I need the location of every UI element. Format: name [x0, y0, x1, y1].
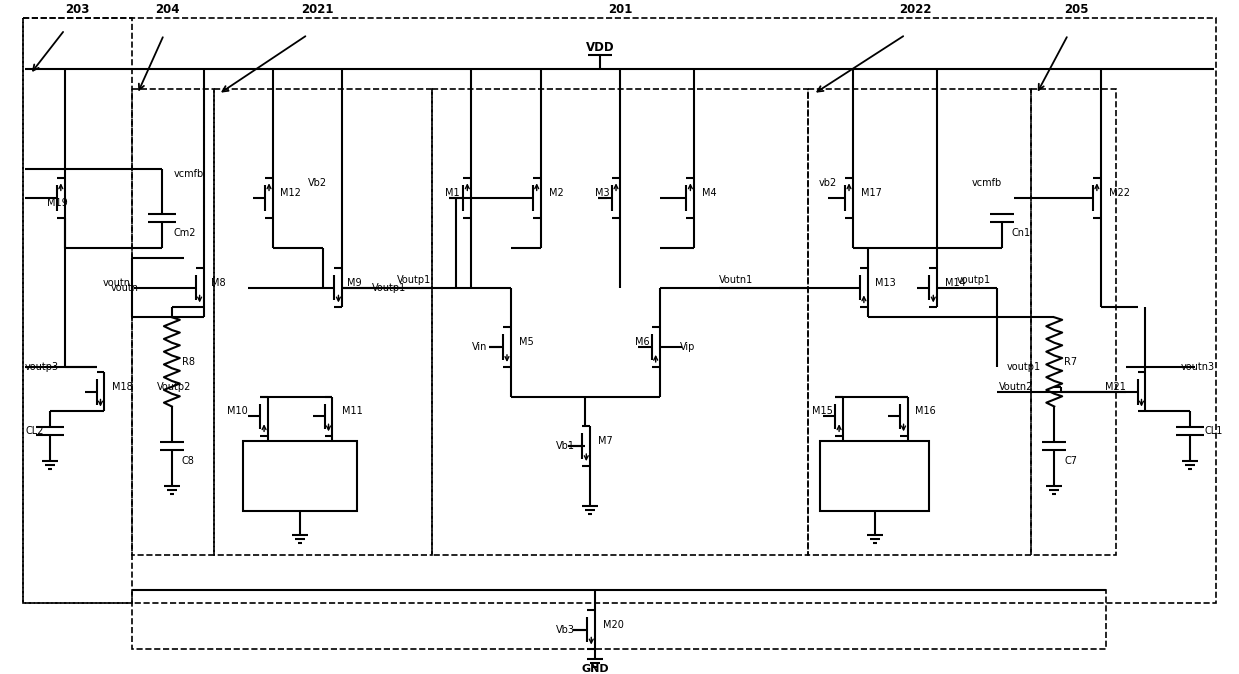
- Bar: [431, 89, 808, 555]
- Text: M20: M20: [603, 619, 624, 630]
- Text: Voutp1: Voutp1: [398, 274, 431, 284]
- Text: 201: 201: [608, 3, 632, 16]
- Text: CL1: CL1: [1206, 426, 1223, 436]
- Text: M6: M6: [636, 337, 649, 347]
- Text: M15: M15: [813, 406, 833, 417]
- Text: C8: C8: [182, 456, 195, 466]
- Bar: [820, 441, 929, 511]
- Text: M11: M11: [342, 406, 363, 417]
- Text: M8: M8: [211, 278, 225, 288]
- Text: voutn: voutn: [110, 282, 139, 293]
- Text: M17: M17: [861, 188, 882, 198]
- Bar: [24, 18, 133, 603]
- Text: vb2: vb2: [819, 179, 838, 189]
- Text: M3: M3: [596, 188, 610, 198]
- Text: 2021: 2021: [301, 3, 333, 16]
- Text: M13: M13: [875, 278, 896, 288]
- Text: voutn: voutn: [103, 278, 130, 288]
- Text: M12: M12: [280, 188, 301, 198]
- Text: Voutn2: Voutn2: [1000, 381, 1033, 392]
- Bar: [213, 89, 431, 555]
- Text: R8: R8: [182, 357, 195, 367]
- Text: Voutp1: Voutp1: [372, 282, 406, 293]
- Text: M9: M9: [347, 278, 362, 288]
- Text: R7: R7: [1064, 357, 1077, 367]
- Text: Vb1: Vb1: [556, 441, 575, 451]
- Text: M7: M7: [598, 436, 613, 446]
- Bar: [1031, 89, 1115, 555]
- Text: 204: 204: [155, 3, 180, 16]
- Text: M5: M5: [519, 337, 534, 347]
- Text: M18: M18: [113, 381, 133, 392]
- Text: Voutn1: Voutn1: [719, 274, 753, 284]
- Text: Vb3: Vb3: [556, 625, 575, 634]
- Text: M1: M1: [445, 188, 460, 198]
- Bar: [808, 89, 1031, 555]
- Text: GND: GND: [581, 664, 610, 674]
- Text: 205: 205: [1064, 3, 1088, 16]
- Text: Voutp2: Voutp2: [156, 381, 191, 392]
- Text: voutp3: voutp3: [25, 362, 59, 372]
- Text: voutn3: voutn3: [1181, 362, 1215, 372]
- Text: M10: M10: [228, 406, 248, 417]
- Text: M4: M4: [703, 188, 717, 198]
- Bar: [243, 441, 357, 511]
- Bar: [133, 590, 1105, 649]
- Text: 2022: 2022: [900, 3, 932, 16]
- Text: M22: M22: [1109, 188, 1130, 198]
- Text: Vb2: Vb2: [307, 179, 327, 189]
- Text: voutp1: voutp1: [957, 274, 991, 284]
- Bar: [133, 89, 213, 555]
- Text: M16: M16: [916, 406, 937, 417]
- Text: vcmfb: vcmfb: [173, 168, 204, 179]
- Text: Vip: Vip: [680, 342, 695, 352]
- Bar: [24, 18, 1215, 603]
- Text: voutp1: voutp1: [1006, 362, 1041, 372]
- Text: Vin: Vin: [472, 342, 487, 352]
- Text: M2: M2: [549, 188, 564, 198]
- Text: C7: C7: [1064, 456, 1077, 466]
- Text: Cn1: Cn1: [1011, 228, 1031, 238]
- Text: Cm2: Cm2: [173, 228, 196, 238]
- Text: VDD: VDD: [586, 41, 615, 54]
- Text: M14: M14: [945, 278, 966, 288]
- Text: 203: 203: [66, 3, 90, 16]
- Text: M21: M21: [1105, 381, 1125, 392]
- Text: vcmfb: vcmfb: [971, 179, 1002, 189]
- Text: CL2: CL2: [26, 426, 45, 436]
- Text: M19: M19: [47, 198, 68, 208]
